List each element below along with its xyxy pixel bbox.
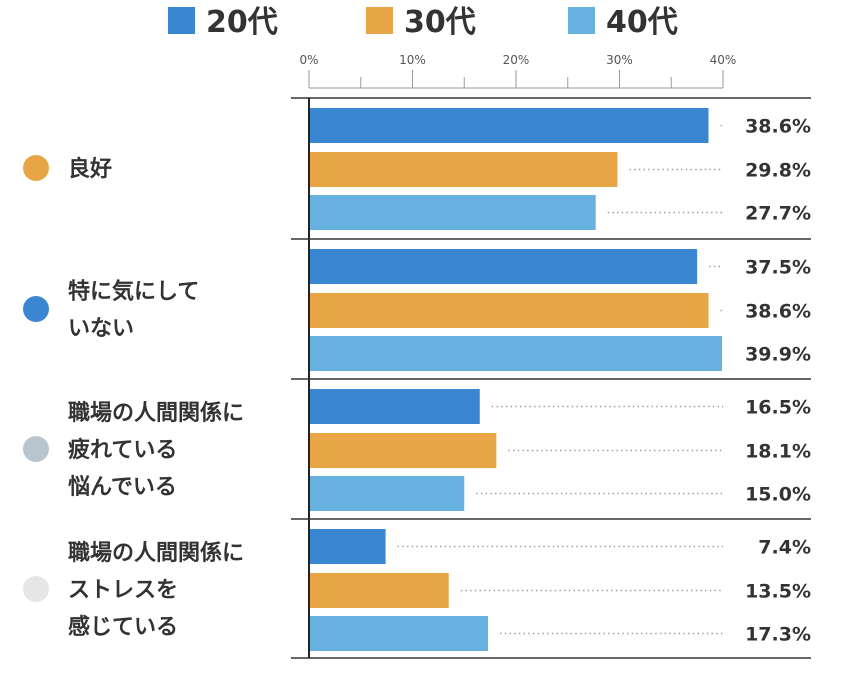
category-label: 疲れている xyxy=(68,437,177,463)
bar xyxy=(310,433,497,468)
value-label: 16.5% xyxy=(745,397,811,419)
value-label: 15.0% xyxy=(745,484,811,506)
bar xyxy=(310,616,489,651)
value-label: 39.9% xyxy=(745,344,811,366)
bar xyxy=(310,195,596,230)
category-label: 悩んでいる xyxy=(68,475,177,500)
tick-label: 0% xyxy=(299,53,318,67)
legend: 20代 30代 40代 xyxy=(168,5,678,40)
category-label: 感じている xyxy=(68,614,178,640)
value-label: 17.3% xyxy=(745,624,811,646)
value-label: 37.5% xyxy=(745,257,811,279)
bar xyxy=(310,249,698,284)
bar xyxy=(310,108,709,143)
bar xyxy=(310,476,465,511)
value-label: 18.1% xyxy=(745,441,811,463)
category-label: 特に気にして xyxy=(68,279,199,305)
category-label: 良好 xyxy=(68,156,112,182)
category-group: 良好 38.6% 29.8% 27.7% xyxy=(23,108,811,230)
tick-label: 30% xyxy=(606,53,633,67)
legend-swatch xyxy=(366,7,393,34)
category-dot xyxy=(23,436,49,462)
value-label: 29.8% xyxy=(745,160,811,182)
legend-swatch xyxy=(568,7,595,34)
category-dot xyxy=(23,576,49,602)
bar xyxy=(310,573,449,608)
value-label: 13.5% xyxy=(745,581,811,603)
legend-label: 20代 xyxy=(206,5,278,40)
category-dot xyxy=(23,296,49,322)
bar xyxy=(310,529,386,564)
category-dot xyxy=(23,155,49,181)
tick-label: 10% xyxy=(399,53,426,67)
bar xyxy=(310,293,709,328)
legend-label: 40代 xyxy=(606,5,678,40)
x-axis: 0% 10% 20% 30% 40% xyxy=(299,53,736,658)
category-label: いない xyxy=(68,317,134,342)
value-label: 27.7% xyxy=(745,203,811,225)
legend-label: 30代 xyxy=(404,5,476,40)
value-label: 38.6% xyxy=(745,301,811,323)
tick-label: 40% xyxy=(710,53,737,67)
category-label: 職場の人間関係に xyxy=(68,540,244,566)
legend-swatch xyxy=(168,7,195,34)
value-label: 7.4% xyxy=(758,537,811,559)
category-label: 職場の人間関係に xyxy=(68,400,244,426)
tick-label: 20% xyxy=(503,53,530,67)
value-label: 38.6% xyxy=(745,116,811,138)
bar xyxy=(310,389,480,424)
bar xyxy=(310,336,722,371)
category-label: ストレスを xyxy=(68,578,178,603)
bar xyxy=(310,152,618,187)
